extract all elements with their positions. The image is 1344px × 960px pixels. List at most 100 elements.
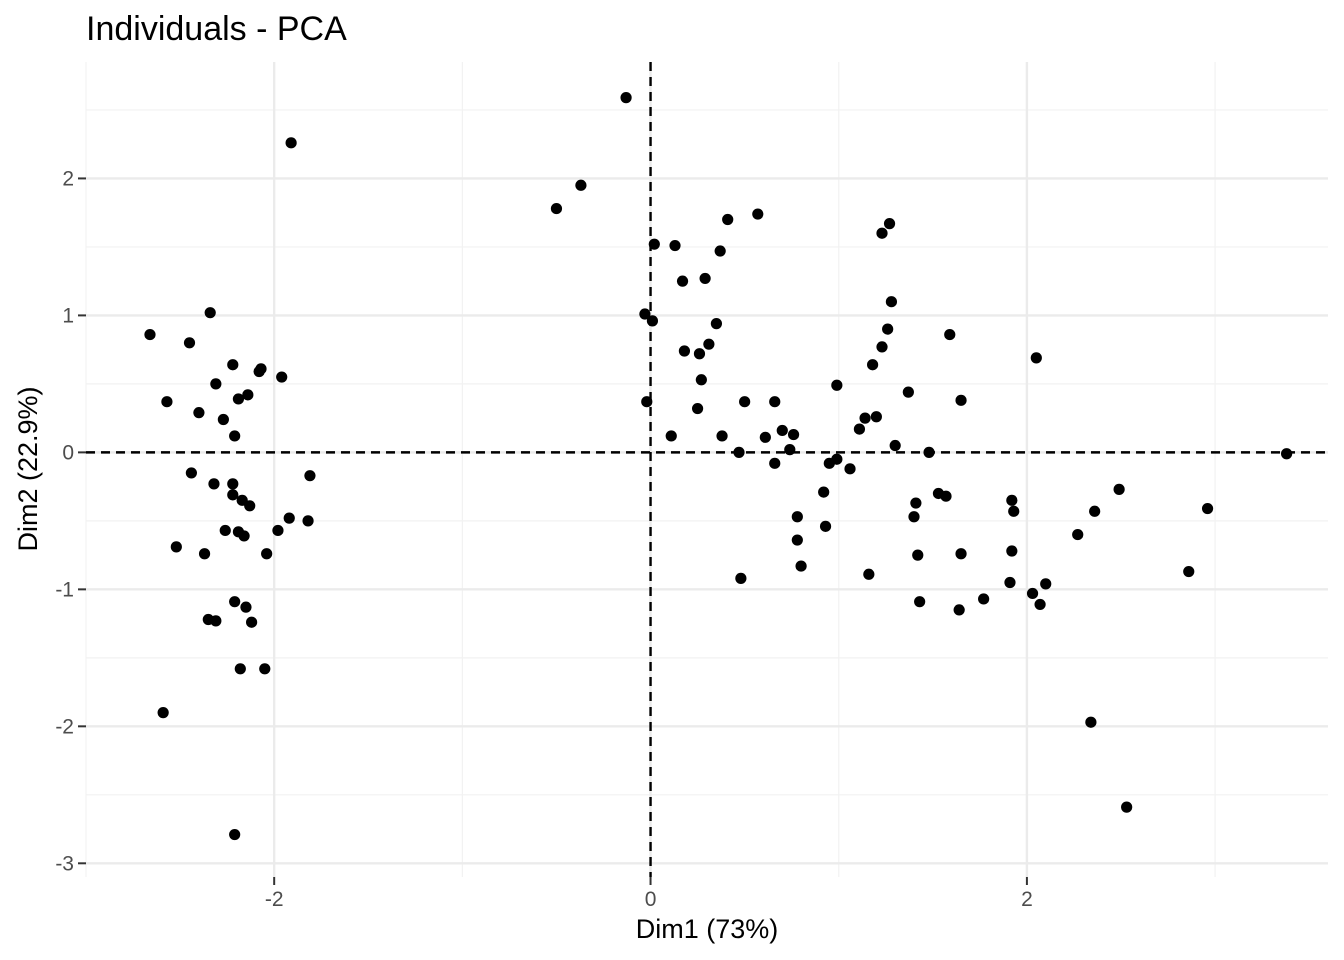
- data-point: [853, 423, 866, 435]
- data-point: [955, 394, 967, 406]
- y-tick-label: 1: [62, 304, 74, 327]
- data-point: [246, 616, 258, 628]
- data-point: [883, 218, 896, 230]
- data-point: [229, 430, 241, 442]
- data-point: [1008, 505, 1020, 517]
- minor-gridlines: [85, 62, 1328, 877]
- data-point: [693, 348, 706, 360]
- data-point: [910, 497, 922, 509]
- data-point: [955, 548, 967, 560]
- data-points: [144, 92, 1293, 841]
- data-point: [161, 396, 173, 408]
- data-point: [550, 202, 563, 215]
- data-point: [1089, 505, 1101, 517]
- data-point: [940, 490, 952, 502]
- data-point: [170, 541, 182, 553]
- data-point: [639, 308, 651, 320]
- data-point: [229, 596, 241, 608]
- data-point: [735, 572, 747, 584]
- data-point: [1113, 483, 1125, 495]
- data-point: [769, 396, 781, 408]
- data-point: [787, 428, 800, 441]
- data-point: [198, 548, 211, 560]
- data-point: [784, 444, 796, 456]
- y-axis: 2 1 0 -1 -2 -3: [55, 167, 86, 875]
- y-tick-label: -2: [55, 715, 74, 738]
- data-point: [699, 272, 711, 285]
- data-point: [1034, 598, 1046, 611]
- data-point: [695, 374, 707, 386]
- data-point: [876, 341, 888, 353]
- data-point: [795, 560, 807, 572]
- data-point: [210, 615, 222, 627]
- data-point: [227, 489, 239, 501]
- data-point: [776, 424, 788, 437]
- data-point: [669, 239, 681, 252]
- data-point: [283, 512, 295, 524]
- data-point: [678, 345, 691, 357]
- data-point: [791, 511, 803, 523]
- data-point: [739, 396, 751, 408]
- data-point: [1006, 494, 1018, 506]
- data-point: [944, 328, 956, 341]
- data-point: [710, 318, 723, 330]
- data-point: [261, 548, 273, 560]
- data-point: [219, 524, 231, 537]
- data-point: [144, 328, 156, 341]
- data-point: [204, 307, 216, 319]
- data-point: [752, 208, 764, 220]
- data-point: [302, 515, 314, 527]
- data-point: [1026, 587, 1039, 600]
- x-tick-label: 2: [1021, 888, 1033, 911]
- data-point: [244, 500, 256, 512]
- data-point: [912, 549, 924, 561]
- data-point: [1004, 576, 1016, 589]
- data-point: [193, 407, 205, 419]
- y-tick-label: 2: [62, 167, 74, 190]
- data-point: [889, 439, 901, 452]
- data-point: [1121, 801, 1133, 813]
- data-point: [691, 402, 704, 415]
- data-point: [978, 593, 990, 605]
- data-point: [157, 707, 169, 719]
- x-axis-title: Dim1 (73%): [636, 914, 779, 944]
- reference-lines: [86, 62, 1328, 877]
- data-point: [908, 511, 920, 523]
- data-point: [253, 365, 265, 378]
- data-point: [676, 275, 689, 287]
- data-point: [831, 453, 843, 465]
- data-point: [1281, 448, 1293, 460]
- data-point: [646, 315, 659, 327]
- data-point: [1183, 565, 1195, 578]
- data-point: [902, 386, 914, 398]
- data-point: [885, 296, 898, 308]
- data-point: [217, 413, 229, 426]
- data-point: [276, 371, 288, 383]
- data-point: [1006, 545, 1018, 557]
- data-point: [818, 486, 830, 498]
- data-point: [641, 396, 653, 408]
- data-point: [304, 470, 316, 482]
- data-point: [185, 467, 197, 479]
- y-tick-label: -1: [55, 578, 74, 601]
- data-point: [859, 412, 871, 424]
- data-point: [648, 238, 660, 250]
- data-point: [620, 92, 632, 104]
- y-tick-label: 0: [62, 441, 74, 464]
- chart-title: Individuals - PCA: [86, 10, 347, 48]
- data-point: [183, 337, 196, 349]
- major-gridlines: [86, 62, 1328, 877]
- data-point: [238, 530, 250, 542]
- data-point: [285, 137, 297, 149]
- data-point: [575, 179, 587, 191]
- data-point: [923, 446, 935, 458]
- data-point: [208, 478, 220, 490]
- data-point: [1201, 502, 1214, 515]
- data-point: [716, 430, 728, 442]
- data-point: [229, 828, 241, 841]
- data-point: [1085, 716, 1097, 728]
- data-point: [240, 601, 252, 613]
- data-point: [759, 431, 771, 443]
- data-point: [259, 663, 271, 675]
